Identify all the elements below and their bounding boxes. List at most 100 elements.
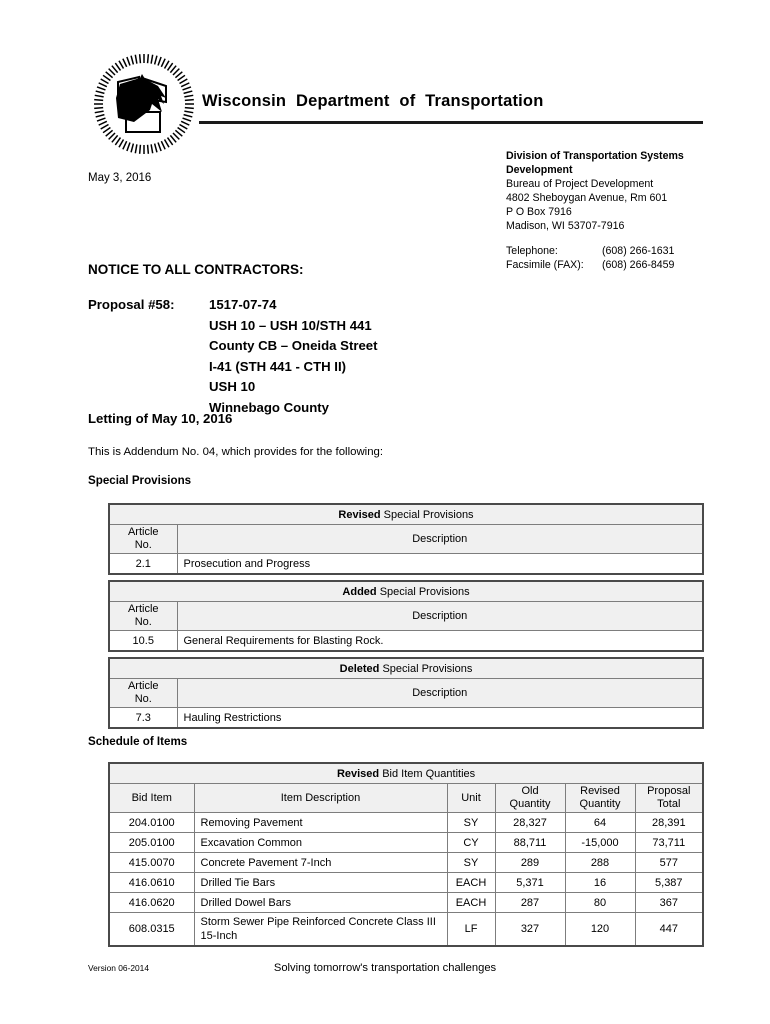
- table-title-row: Revised Special Provisions: [108, 503, 704, 525]
- revised-qty-line1: Revised: [580, 785, 620, 797]
- cell-unit: SY: [446, 852, 496, 874]
- cell-old-quantity: 327: [494, 912, 566, 947]
- cell-proposal-total: 5,387: [634, 872, 704, 894]
- table-row: 416.0610 Drilled Tie Bars EACH 5,371 16 …: [108, 872, 704, 894]
- cell-bid-item: 608.0315: [108, 912, 195, 947]
- table-row: 415.0070 Concrete Pavement 7-Inch SY 289…: [108, 852, 704, 874]
- table-header-row: Article No. Description: [108, 600, 704, 632]
- cell-revised-quantity: 120: [564, 912, 636, 947]
- cell-bid-item: 416.0620: [108, 892, 195, 914]
- table-row: 608.0315 Storm Sewer Pipe Reinforced Con…: [108, 912, 704, 947]
- table-title: Revised Special Provisions: [108, 503, 704, 525]
- section-heading-schedule-of-items: Schedule of Items: [88, 735, 188, 748]
- cell-old-quantity: 289: [494, 852, 566, 874]
- cell-bid-item: 205.0100: [108, 832, 195, 854]
- footer-tagline: Solving tomorrow's transportation challe…: [273, 962, 497, 974]
- fax-row: Facsimile (FAX): (608) 266-8459: [506, 258, 674, 272]
- column-header-revised-quantity: Revised Quantity: [564, 782, 636, 814]
- telephone-row: Telephone: (608) 266-1631: [506, 244, 674, 258]
- footer-version: Version 06-2014: [88, 963, 149, 973]
- proposal-total-line2: Total: [657, 798, 681, 811]
- cell-bid-item: 415.0070: [108, 852, 195, 874]
- table-title-emphasis: Deleted: [339, 662, 380, 675]
- table-title-row: Added Special Provisions: [108, 580, 704, 602]
- proposal-line: I-41 (STH 441 - CTH II): [209, 358, 347, 374]
- wisdot-seal-icon: [92, 52, 196, 156]
- table-row: 204.0100 Removing Pavement SY 28,327 64 …: [108, 812, 704, 834]
- article-label-line1: Article: [127, 680, 159, 692]
- table-title-emphasis: Revised: [336, 767, 380, 780]
- article-label-line2: No.: [134, 539, 152, 552]
- cell-unit: EACH: [446, 872, 496, 894]
- column-header-bid-item: Bid Item: [108, 782, 195, 814]
- table-title-row: Revised Bid Item Quantities: [108, 762, 704, 784]
- added-special-provisions-table: Added Special Provisions Article No. Des…: [108, 580, 704, 653]
- cell-item-description: Drilled Dowel Bars: [193, 892, 448, 914]
- article-label-line2: No.: [134, 693, 152, 706]
- revised-special-provisions-table: Revised Special Provisions Article No. D…: [108, 503, 704, 576]
- proposal-line: Winnebago County: [209, 399, 330, 415]
- table-row: 205.0100 Excavation Common CY 88,711 -15…: [108, 832, 704, 854]
- table-title-row: Deleted Special Provisions: [108, 657, 704, 679]
- cell-proposal-total: 447: [634, 912, 704, 947]
- cell-bid-item: 204.0100: [108, 812, 195, 834]
- proposal-block: Proposal #58: 1517-07-74 USH 10 – USH 10…: [88, 295, 378, 418]
- proposal-line: USH 10 – USH 10/STH 441: [209, 317, 372, 333]
- cell-item-description: Drilled Tie Bars: [193, 872, 448, 894]
- article-label-line2: No.: [134, 616, 152, 629]
- column-header-proposal-total: Proposal Total: [634, 782, 704, 814]
- cell-item-description: Storm Sewer Pipe Reinforced Concrete Cla…: [193, 912, 448, 947]
- column-header-old-quantity: Old Quantity: [494, 782, 566, 814]
- proposal-line: County CB – Oneida Street: [209, 338, 378, 353]
- section-heading-special-provisions: Special Provisions: [88, 474, 192, 487]
- table-row: 2.1 Prosecution and Progress: [108, 553, 704, 575]
- table-header-row: Article No. Description: [108, 677, 704, 709]
- table-title-rest: Special Provisions: [379, 662, 473, 675]
- proposal-total-line1: Proposal: [647, 785, 691, 797]
- cell-item-description: Removing Pavement: [193, 812, 448, 834]
- street-line: 4802 Sheboygan Avenue, Rm 601: [506, 192, 668, 205]
- column-header-article-no: Article No.: [108, 523, 178, 555]
- column-header-article-no: Article No.: [108, 677, 178, 709]
- letter-date: May 3, 2016: [88, 172, 152, 184]
- cell-proposal-total: 28,391: [634, 812, 704, 834]
- proposal-line: USH 10: [209, 379, 256, 394]
- return-address-block: Division of Transportation Systems Devel…: [506, 149, 736, 234]
- fax-value: (608) 266-8459: [602, 259, 675, 272]
- cell-description: General Requirements for Blasting Rock.: [176, 630, 704, 652]
- table-title: Added Special Provisions: [108, 580, 704, 602]
- cell-revised-quantity: 16: [564, 872, 636, 894]
- column-header-description: Description: [176, 600, 704, 632]
- header-divider: [199, 121, 703, 124]
- cell-old-quantity: 88,711: [494, 832, 566, 854]
- table-title-emphasis: Revised: [338, 508, 381, 521]
- column-header-description: Description: [176, 523, 704, 555]
- cell-description: Hauling Restrictions: [176, 707, 704, 729]
- cell-article-no: 2.1: [108, 553, 178, 575]
- cell-revised-quantity: 288: [564, 852, 636, 874]
- cell-bid-item: 416.0610: [108, 872, 195, 894]
- table-title-emphasis: Added: [342, 585, 377, 598]
- table-title: Deleted Special Provisions: [108, 657, 704, 679]
- cell-revised-quantity: -15,000: [564, 832, 636, 854]
- organization-title: Wisconsin Department of Transportation: [202, 92, 544, 110]
- proposal-label: Proposal #58:: [88, 297, 175, 312]
- cell-description: Prosecution and Progress: [176, 553, 704, 575]
- cell-old-quantity: 287: [494, 892, 566, 914]
- article-label-line1: Article: [127, 526, 159, 538]
- cell-revised-quantity: 64: [564, 812, 636, 834]
- telephone-label: Telephone:: [506, 245, 558, 257]
- cell-unit: EACH: [446, 892, 496, 914]
- proposal-detail-lines: 1517-07-74 USH 10 – USH 10/STH 441 Count…: [209, 295, 378, 418]
- cell-item-description: Excavation Common: [193, 832, 448, 854]
- table-row: 10.5 General Requirements for Blasting R…: [108, 630, 704, 652]
- bureau-line: Bureau of Project Development: [506, 178, 654, 191]
- old-qty-line1: Old: [521, 785, 539, 797]
- table-title-rest: Bid Item Quantities: [379, 767, 476, 780]
- cell-revised-quantity: 80: [564, 892, 636, 914]
- old-qty-line2: Quantity: [509, 798, 551, 811]
- cell-article-no: 7.3: [108, 707, 178, 729]
- cell-old-quantity: 5,371: [494, 872, 566, 894]
- cell-unit: CY: [446, 832, 496, 854]
- table-title: Revised Bid Item Quantities: [108, 762, 704, 784]
